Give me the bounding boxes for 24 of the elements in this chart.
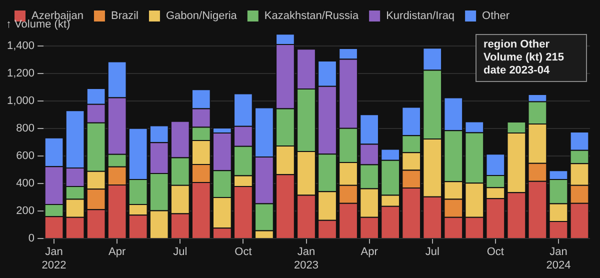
- y-tick-label: 1,400: [6, 40, 35, 52]
- y-tick-label: 0: [28, 232, 35, 245]
- x-tick-label: Jan 2024: [546, 246, 571, 272]
- x-tick-label: Jan 2023: [294, 246, 318, 272]
- y-tick-label: 400: [16, 178, 35, 190]
- y-tick-label: 1,200: [6, 67, 35, 80]
- x-tick-label: Apr: [108, 246, 126, 258]
- legend-label: Brazil: [110, 10, 138, 22]
- legend-label: Azerbaijan: [32, 10, 84, 22]
- y-tick-label: 600: [16, 150, 35, 162]
- y-tick-label: 800: [16, 122, 35, 134]
- x-tick-label: Oct: [486, 246, 504, 258]
- x-tick-label: Jul: [425, 246, 440, 258]
- y-tick-label: 200: [16, 205, 35, 218]
- legend-label: Kazakhstan/Russia: [264, 10, 360, 22]
- x-tick-label: Apr: [360, 246, 378, 258]
- x-tick-label: Jul: [173, 246, 188, 258]
- x-tick-label: Oct: [234, 246, 252, 258]
- x-tick-label: Jan 2022: [42, 246, 66, 272]
- y-tick-label: 1,000: [6, 94, 35, 107]
- legend-label: Other: [482, 10, 510, 22]
- legend-label: Gabon/Nigeria: [166, 10, 238, 22]
- annotation: region Other Volume (kt) 215 date 2023-04: [484, 38, 564, 77]
- legend-label: Kurdistan/Iraq: [386, 10, 455, 22]
